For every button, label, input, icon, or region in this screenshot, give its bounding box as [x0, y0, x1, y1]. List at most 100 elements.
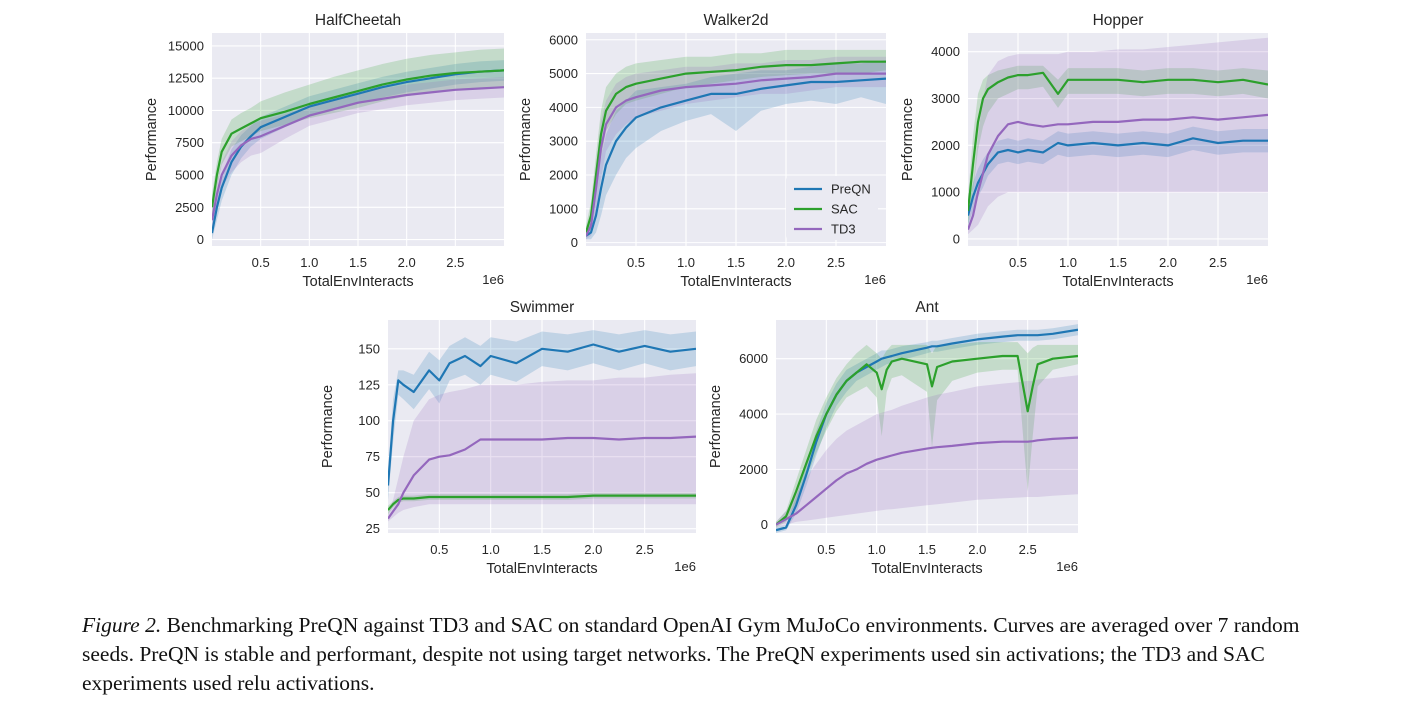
- y-tick-label: 5000: [175, 168, 204, 183]
- band-td3: [586, 56, 886, 240]
- y-tick-label: 100: [358, 413, 380, 428]
- legend-box: [786, 176, 878, 240]
- x-tick-label: 1.5: [349, 255, 367, 270]
- x-tick-label: 1.5: [918, 542, 936, 557]
- band-td3: [776, 375, 1078, 528]
- y-axis-label: Performance: [518, 98, 534, 181]
- x-tick-label: 1.0: [868, 542, 886, 557]
- series-group-ant: [776, 324, 1078, 533]
- chart-title: Ant: [915, 299, 939, 316]
- line-sac: [586, 60, 886, 233]
- band-preqn: [388, 330, 696, 500]
- x-tick-label: 1.5: [1109, 255, 1127, 270]
- panel-walker2d: 0.5 1.0 1.5 2.0 2.5 0 1000 2000 3000 4000 5000 6000…: [518, 12, 886, 290]
- y-tick-label: 4000: [931, 44, 960, 59]
- y-tick-label: 2000: [931, 138, 960, 153]
- panel-swimmer: 0.5 1.0 1.5 2.0 2.5 25 50 75 100 125 150 TotalEnvIn…: [320, 299, 696, 577]
- x-multiplier: 1e6: [1246, 272, 1268, 287]
- y-tick-label: 3000: [931, 91, 960, 106]
- y-tick-label: 1000: [549, 201, 578, 216]
- x-axis-label: TotalEnvInteracts: [680, 274, 791, 290]
- caption-label: Figure 2.: [82, 613, 162, 637]
- y-axis-label: Performance: [900, 98, 916, 181]
- series-group-halfcheetah: [212, 48, 504, 240]
- chart-title: Hopper: [1093, 12, 1144, 29]
- line-sac: [388, 494, 696, 511]
- y-axis-label: Performance: [144, 98, 160, 181]
- y-axis-label: Performance: [708, 385, 724, 468]
- chart-title: HalfCheetah: [315, 12, 401, 29]
- series-group-walker2d: [586, 49, 886, 240]
- y-tick-label: 125: [358, 377, 380, 392]
- line-sac: [968, 71, 1268, 212]
- x-tick-label: 0.5: [252, 255, 270, 270]
- line-td3: [776, 436, 1078, 526]
- x-tick-label: 0.5: [627, 255, 645, 270]
- x-axis-label: TotalEnvInteracts: [302, 274, 413, 290]
- y-tick-label: 150: [358, 341, 380, 356]
- y-tick-label: 75: [366, 449, 380, 464]
- band-td3: [968, 37, 1268, 235]
- y-tick-label: 7500: [175, 135, 204, 150]
- y-tick-label: 10000: [168, 103, 204, 118]
- band-td3: [388, 373, 696, 522]
- chart-title: Swimmer: [510, 299, 575, 316]
- line-preqn: [586, 77, 886, 237]
- legend: PreQN SAC TD3: [786, 176, 878, 240]
- line-sac: [212, 69, 504, 208]
- y-tick-label: 5000: [549, 66, 578, 81]
- x-tick-label: 2.0: [398, 255, 416, 270]
- x-tick-label: 1.5: [533, 542, 551, 557]
- x-multiplier: 1e6: [864, 272, 886, 287]
- x-multiplier: 1e6: [482, 272, 504, 287]
- panel-hopper: 0.5 1.0 1.5 2.0 2.5 0 1000 2000 3000 4000 TotalEnv…: [900, 12, 1268, 290]
- x-tick-label: 0.5: [817, 542, 835, 557]
- x-tick-label: 2.0: [968, 542, 986, 557]
- x-tick-label: 2.0: [1159, 255, 1177, 270]
- y-tick-label: 2000: [739, 462, 768, 477]
- series-group-hopper: [968, 37, 1268, 235]
- x-tick-label: 2.0: [777, 255, 795, 270]
- panel-halfcheetah: 0.5 1.0 1.5 2.0 2.5 0 2500 5000 7500 10000 12500 15…: [144, 12, 504, 290]
- y-tick-label: 3000: [549, 134, 578, 149]
- line-td3: [388, 435, 696, 520]
- y-axis-label: Performance: [320, 385, 336, 468]
- line-preqn: [212, 69, 504, 234]
- line-td3: [212, 86, 504, 221]
- line-td3: [968, 113, 1268, 230]
- panel-ant: 0.5 1.0 1.5 2.0 2.5 0 2000 4000 6000 TotalEnvInte…: [708, 299, 1078, 577]
- line-preqn: [776, 328, 1078, 532]
- y-tick-label: 6000: [739, 351, 768, 366]
- x-tick-label: 1.0: [482, 542, 500, 557]
- y-tick-label: 25: [366, 521, 380, 536]
- y-tick-label: 4000: [549, 100, 578, 115]
- x-axis-label: TotalEnvInteracts: [871, 561, 982, 577]
- y-tick-label: 0: [197, 232, 204, 247]
- line-preqn: [388, 343, 696, 486]
- x-tick-label: 2.0: [584, 542, 602, 557]
- figure-caption: Figure 2. Benchmarking PreQN against TD3…: [82, 611, 1342, 698]
- y-tick-label: 4000: [739, 407, 768, 422]
- y-tick-label: 2500: [175, 200, 204, 215]
- band-sac: [776, 342, 1078, 528]
- x-multiplier: 1e6: [1056, 559, 1078, 574]
- legend-label-sac: SAC: [831, 202, 858, 217]
- x-axis-label: TotalEnvInteracts: [486, 561, 597, 577]
- y-tick-label: 0: [953, 231, 960, 246]
- band-preqn: [586, 60, 886, 240]
- y-tick-label: 2000: [549, 168, 578, 183]
- caption-text: Benchmarking PreQN against TD3 and SAC o…: [82, 613, 1300, 695]
- x-tick-label: 2.5: [446, 255, 464, 270]
- y-tick-label: 12500: [168, 71, 204, 86]
- x-tick-label: 1.0: [300, 255, 318, 270]
- x-tick-label: 2.5: [636, 542, 654, 557]
- y-tick-label: 0: [571, 235, 578, 250]
- x-tick-label: 1.0: [677, 255, 695, 270]
- y-tick-label: 15000: [168, 38, 204, 53]
- x-tick-label: 2.5: [1019, 542, 1037, 557]
- x-tick-label: 2.5: [827, 255, 845, 270]
- x-tick-label: 2.5: [1209, 255, 1227, 270]
- x-tick-label: 1.5: [727, 255, 745, 270]
- legend-label-td3: TD3: [831, 222, 856, 237]
- x-multiplier: 1e6: [674, 559, 696, 574]
